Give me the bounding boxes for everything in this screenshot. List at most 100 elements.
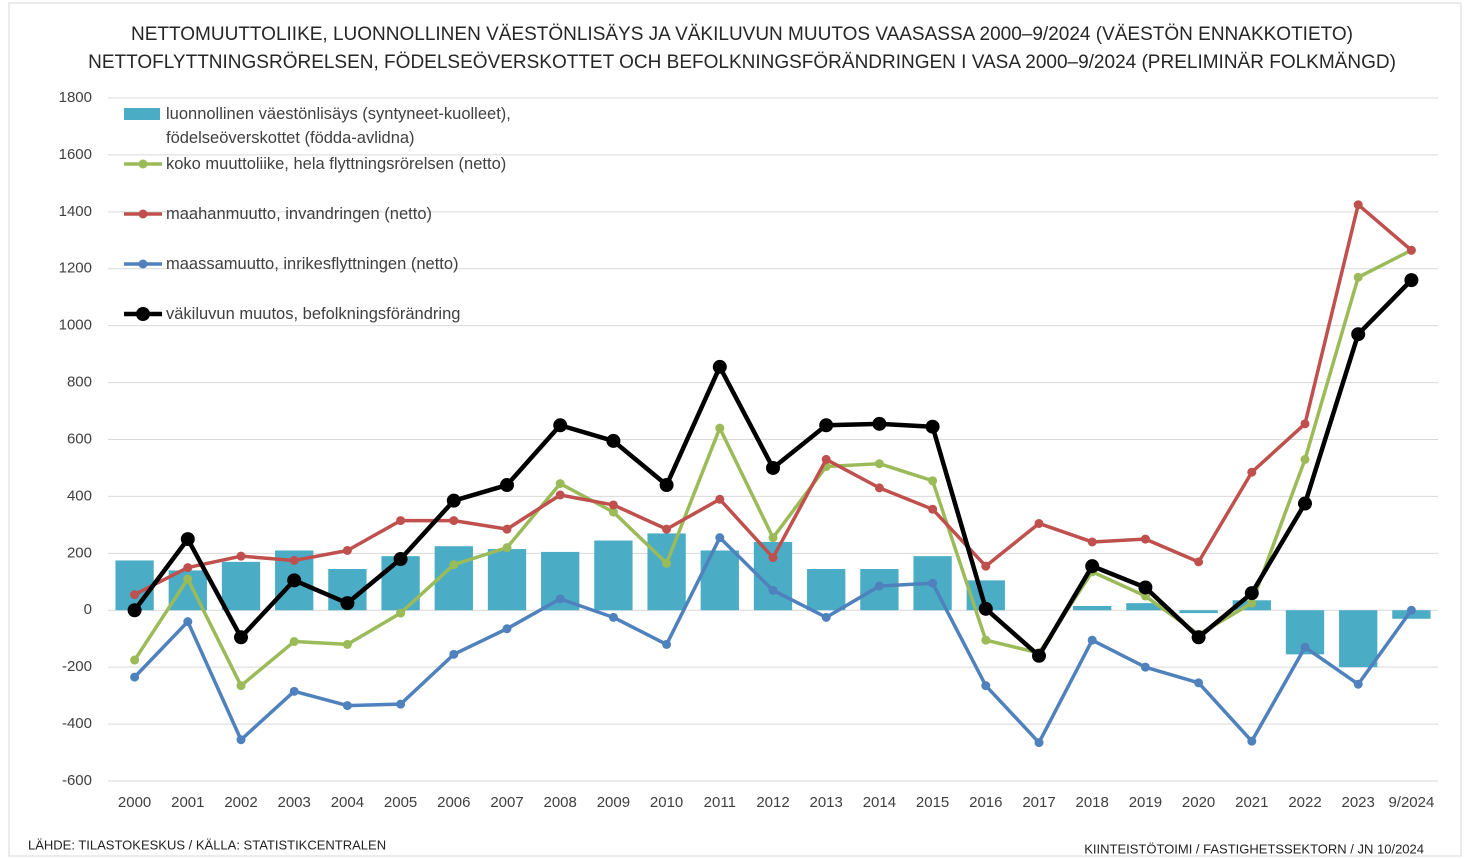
x-tick-label: 2006 [437, 794, 470, 811]
y-tick-label: 0 [84, 601, 92, 618]
marker [768, 585, 778, 595]
marker [446, 493, 461, 508]
y-tick-label: 1400 [59, 203, 92, 220]
marker [874, 483, 884, 493]
marker [342, 701, 352, 711]
marker [1087, 537, 1097, 547]
legend-item: maahanmuutto, invandringen (netto) [122, 202, 566, 226]
marker [289, 637, 299, 647]
bar [1126, 603, 1165, 611]
marker [1032, 648, 1046, 663]
marker [981, 681, 991, 691]
bar [647, 533, 686, 611]
marker [130, 590, 140, 600]
marker [662, 639, 672, 649]
legend-label: maassamuutto, inrikesflyttningen (netto) [166, 255, 459, 273]
x-tick-label: 2023 [1342, 794, 1375, 811]
marker [766, 460, 780, 475]
marker [1247, 467, 1257, 477]
bar [115, 560, 154, 611]
marker [555, 490, 565, 500]
legend-label: maahanmuutto, invandringen (netto) [166, 205, 432, 223]
legend-swatch [124, 259, 162, 269]
x-tick-label: 2011 [704, 794, 736, 811]
legend-item: luonnollinen väestönlisäys (syntyneet-ku… [122, 102, 566, 150]
marker [872, 416, 887, 431]
marker [1085, 559, 1100, 574]
marker [1140, 534, 1150, 544]
x-tick-label: 2017 [1022, 794, 1055, 811]
marker [821, 454, 831, 464]
marker [1404, 273, 1419, 288]
y-tick-label: 800 [67, 374, 92, 391]
bar [807, 568, 846, 611]
x-tick-label: 2020 [1182, 794, 1215, 811]
x-tick-label: 2004 [331, 794, 364, 811]
marker [555, 594, 565, 604]
marker [1406, 605, 1416, 615]
bar [487, 549, 527, 611]
chart-subtitle: NETTOFLYTTNINGSRÖRELSEN, FÖDELSEÖVERSKOT… [88, 52, 1396, 73]
credit: KIINTEISTÖTOIMI / FASTIGHETSSEKTORN / JN… [1084, 841, 1424, 856]
marker [925, 419, 940, 434]
marker [715, 494, 725, 504]
y-tick-label: 1600 [59, 146, 92, 163]
legend-item: maassamuutto, inrikesflyttningen (netto) [122, 252, 566, 276]
y-tick-label: 1200 [59, 260, 92, 277]
marker [819, 418, 834, 433]
bar [1179, 610, 1218, 614]
legend-swatch-marker [136, 307, 150, 321]
marker [978, 601, 993, 616]
marker [1351, 327, 1366, 342]
chart-title: NETTOMUUTTOLIIKE, LUONNOLLINEN VÄESTÖNLI… [131, 24, 1353, 45]
x-tick-label: 2015 [916, 794, 949, 811]
bar [1073, 605, 1112, 611]
marker [236, 551, 246, 561]
x-tick-label: 2010 [650, 794, 683, 811]
marker [342, 639, 352, 649]
x-tick-label: 9/2024 [1388, 794, 1434, 811]
marker [1300, 419, 1310, 429]
legend-item: väkiluvun muutos, befolkningsförändring [122, 302, 566, 326]
legend-label: koko muuttoliike, hela flyttningsrörelse… [166, 155, 507, 173]
x-tick-label: 2000 [118, 794, 151, 811]
marker [130, 655, 140, 665]
legend: luonnollinen väestönlisäys (syntyneet-ku… [122, 102, 566, 326]
y-tick-label: 600 [67, 430, 92, 447]
x-tick-label: 2021 [1235, 794, 1268, 811]
x-tick-label: 2022 [1288, 794, 1321, 811]
marker [1353, 200, 1363, 210]
marker [449, 649, 459, 659]
x-tick-label: 2002 [224, 794, 257, 811]
marker [1140, 662, 1150, 672]
y-tick-label: 400 [67, 487, 92, 504]
x-tick-label: 2012 [756, 794, 789, 811]
marker [236, 735, 246, 745]
marker [715, 423, 725, 433]
bar [594, 540, 633, 611]
marker [1034, 518, 1044, 528]
marker [500, 478, 514, 493]
marker [502, 624, 512, 634]
legend-label: väkiluvun muutos, befolkningsförändring [166, 305, 461, 323]
x-tick-label: 2003 [278, 794, 311, 811]
y-tick-label: 1800 [59, 89, 92, 106]
x-tick-label: 2019 [1129, 794, 1162, 811]
x-tick-label: 2013 [810, 794, 843, 811]
x-tick-label: 2014 [863, 794, 896, 811]
legend-swatch-marker [138, 159, 148, 169]
marker [342, 545, 352, 555]
marker [659, 478, 674, 493]
marker [289, 555, 299, 565]
legend-swatch-bar [124, 108, 160, 120]
marker [608, 500, 618, 510]
marker [1353, 272, 1363, 282]
bar [700, 550, 739, 611]
marker [928, 504, 938, 514]
y-tick-label: -600 [62, 772, 92, 789]
legend-swatch [124, 209, 162, 219]
marker [183, 563, 193, 573]
marker [768, 533, 778, 543]
marker [449, 560, 459, 570]
